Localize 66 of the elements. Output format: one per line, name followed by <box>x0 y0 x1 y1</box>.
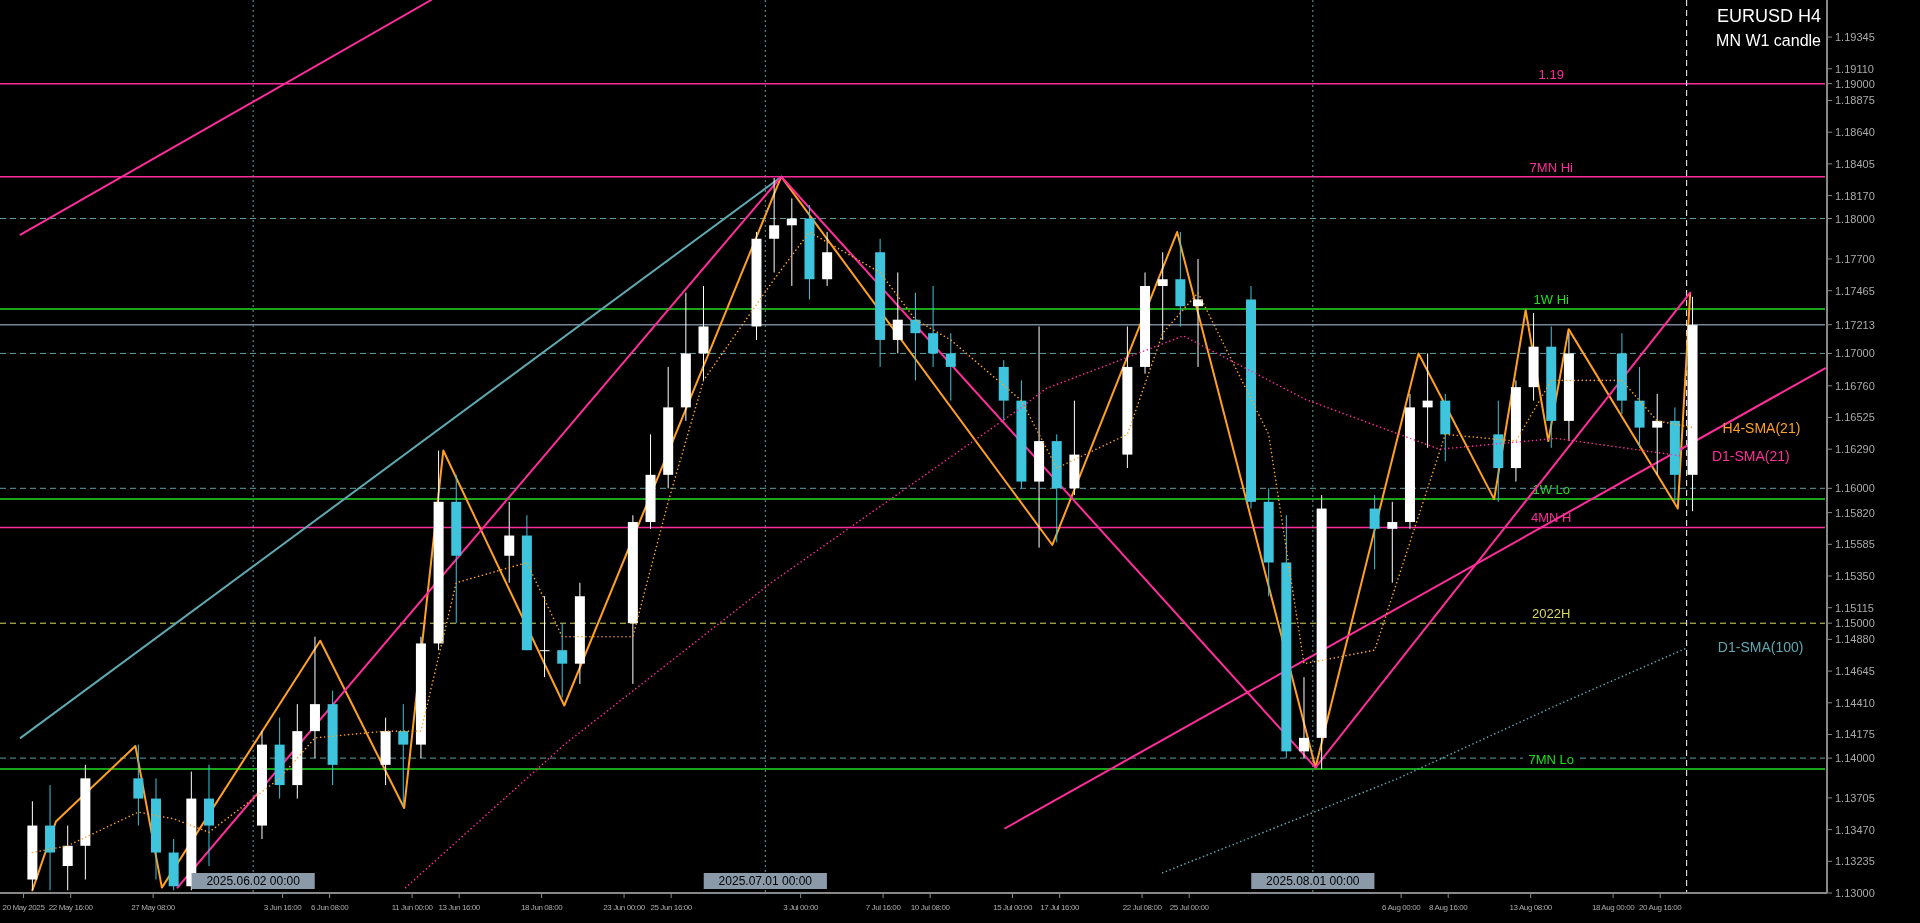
ref-line-label: 2022H <box>1532 606 1571 622</box>
x-tick-label: 3 Jul 00:00 <box>783 903 819 912</box>
x-tick-label: 18 Aug 00:00 <box>1591 903 1636 912</box>
y-tick-label: 1.18875 <box>1835 94 1875 107</box>
ref-line-label: 7MN Hi <box>1529 159 1574 175</box>
ref-line-label: 2025.07.01 00:00 <box>718 874 813 888</box>
y-tick-label: 1.16525 <box>1835 411 1875 424</box>
y-tick-label: 1.15115 <box>1835 601 1874 614</box>
x-tick-label: 7 Jul 16:00 <box>865 903 902 912</box>
ref-line-label: 2025.08.01 00:00 <box>1266 874 1360 888</box>
x-tick-label: 6 Jun 08:00 <box>310 903 350 912</box>
y-tick-label: 1.19110 <box>1835 62 1874 75</box>
y-tick-label: 1.15585 <box>1835 538 1875 551</box>
x-tick-label: 13 Jun 16:00 <box>438 903 481 912</box>
chart-title: EURUSD H4 <box>1716 6 1821 26</box>
x-tick-label: 17 Jul 16:00 <box>1040 903 1081 912</box>
x-tick-label: 10 Jul 08:00 <box>910 903 951 912</box>
y-tick-label: 1.18000 <box>1835 212 1875 225</box>
y-tick-label: 1.18640 <box>1835 126 1875 139</box>
y-tick-label: 1.13705 <box>1835 791 1875 804</box>
x-tick-label: 25 Jun 16:00 <box>650 903 693 912</box>
y-tick-label: 1.17213 <box>1835 318 1875 331</box>
x-tick-label: 18 Jun 08:00 <box>520 903 564 912</box>
ref-line-label: 7MN Lo <box>1528 751 1575 767</box>
y-tick-label: 1.16000 <box>1835 482 1875 495</box>
y-tick-label: 1.18405 <box>1835 157 1875 170</box>
y-tick-label: 1.17000 <box>1835 347 1875 360</box>
y-tick-label: 1.14175 <box>1835 728 1875 741</box>
x-tick-label: 13 Aug 08:00 <box>1509 903 1553 912</box>
y-tick-label: 1.19000 <box>1835 77 1875 90</box>
y-tick-label: 1.18170 <box>1835 189 1875 202</box>
y-tick-label: 1.15350 <box>1835 570 1875 582</box>
x-tick-label: 22 May 16:00 <box>48 903 94 912</box>
y-tick-label: 1.14645 <box>1835 665 1875 678</box>
x-tick-label: 20 May 2025 <box>2 903 46 912</box>
y-tick-label: 1.16760 <box>1835 379 1875 392</box>
y-tick-label: 1.13470 <box>1835 823 1875 836</box>
ref-line-label: 4MN H <box>1531 510 1572 526</box>
y-tick-label: 1.14000 <box>1835 752 1875 765</box>
y-tick-label: 1.14880 <box>1835 633 1875 646</box>
y-tick-label: 1.13235 <box>1835 855 1875 868</box>
text: D1-SMA(100) <box>1717 639 1804 656</box>
x-tick-label: 6 Aug 00:00 <box>1381 903 1422 912</box>
x-tick-label: 8 Aug 16:00 <box>1429 903 1469 912</box>
x-tick-label: 3 Jun 16:00 <box>263 903 303 912</box>
x-tick-label: 22 Jul 08:00 <box>1122 903 1163 912</box>
x-tick-label: 25 Jul 00:00 <box>1169 903 1210 912</box>
text: MN W1 candle <box>1716 32 1822 49</box>
ref-line-label: 2025.06.02 00:00 <box>206 874 301 888</box>
y-tick-label: 1.19345 <box>1835 31 1875 44</box>
y-tick-label: 1.15820 <box>1835 506 1875 519</box>
y-tick-label: 1.15000 <box>1835 617 1875 630</box>
x-tick-label: 15 Jul 00:00 <box>993 903 1033 912</box>
ref-line-label: 1W Hi <box>1533 291 1570 307</box>
y-tick-label: 1.17465 <box>1835 284 1875 297</box>
y-tick-label: 1.17700 <box>1835 253 1875 265</box>
x-tick-label: 23 Jun 00:00 <box>603 903 646 912</box>
y-tick-label: 1.14410 <box>1835 696 1875 709</box>
ref-line-label: 1.19 <box>1538 66 1564 82</box>
text: H4-SMA(21) <box>1722 419 1801 436</box>
x-tick-label: 11 Jun 00:00 <box>391 903 434 912</box>
x-tick-label: 20 Aug 16:00 <box>1638 903 1683 912</box>
text: D1-SMA(21) <box>1711 447 1790 464</box>
y-tick-label: 1.16290 <box>1835 443 1875 456</box>
x-tick-label: 27 May 08:00 <box>131 903 176 912</box>
y-tick-label: 1.13000 <box>1835 887 1875 899</box>
